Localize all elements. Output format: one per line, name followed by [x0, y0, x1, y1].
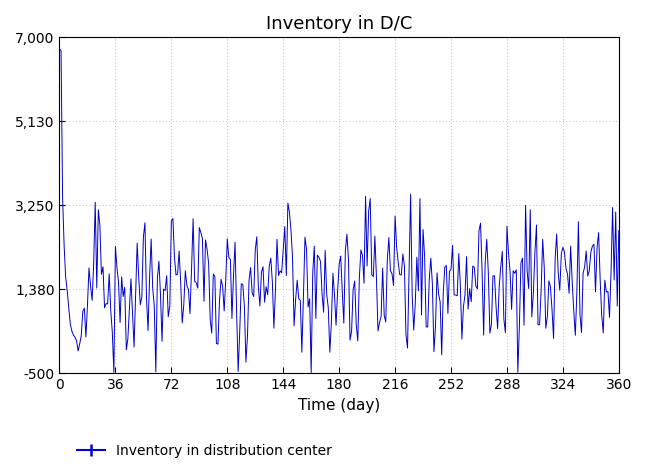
Title: Inventory in D/C: Inventory in D/C — [266, 15, 412, 33]
Legend: Inventory in distribution center: Inventory in distribution center — [72, 438, 338, 463]
X-axis label: Time (day): Time (day) — [298, 398, 380, 413]
